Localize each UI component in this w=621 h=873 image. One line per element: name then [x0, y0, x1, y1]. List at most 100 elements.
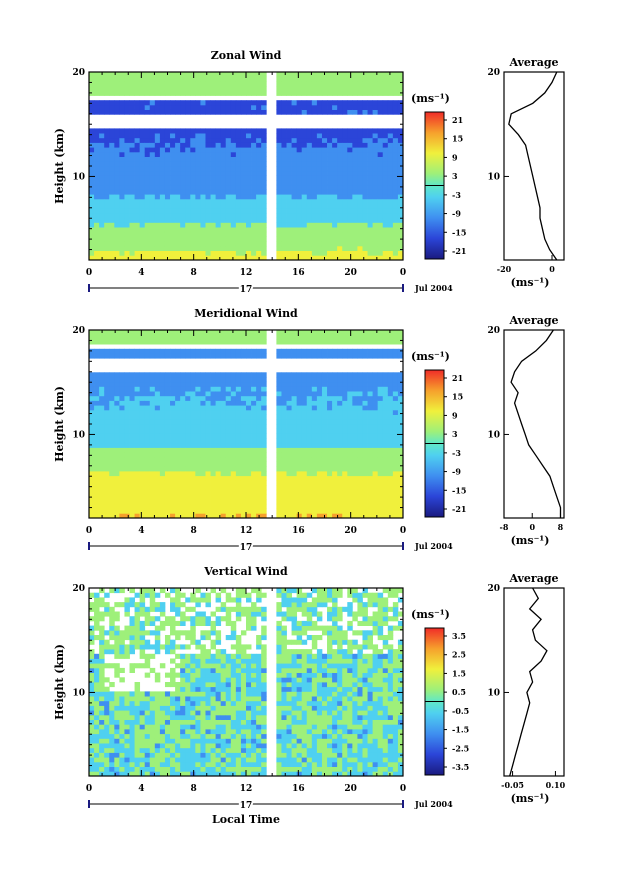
- heatmap-cell: [392, 508, 399, 514]
- heatmap-cell: [311, 198, 318, 204]
- heatmap-cell: [89, 691, 95, 697]
- heatmap-cell: [235, 170, 242, 176]
- heatmap-cell: [235, 461, 242, 467]
- heatmap-cell: [200, 170, 206, 176]
- heatmap-cell: [382, 485, 389, 491]
- heatmap-cell: [99, 503, 105, 509]
- heatmap-cell: [139, 137, 146, 143]
- heatmap-cell: [114, 442, 120, 448]
- heatmap-cell: [175, 86, 181, 92]
- heatmap-cell: [94, 231, 100, 237]
- heatmap-cell: [134, 700, 141, 706]
- heatmap-cell: [235, 442, 242, 448]
- heatmap-cell: [99, 180, 105, 186]
- heatmap-cell: [185, 250, 191, 256]
- heatmap-cell: [144, 86, 151, 92]
- heatmap-cell: [159, 133, 166, 139]
- heatmap-cell: [291, 151, 298, 157]
- heatmap-cell: [327, 447, 333, 453]
- heatmap-cell: [362, 334, 368, 340]
- heatmap-cell: [99, 217, 105, 223]
- heatmap-cell: [124, 471, 130, 477]
- heatmap-cell: [296, 461, 303, 467]
- heatmap-cell: [347, 203, 353, 209]
- heatmap-cell: [225, 198, 232, 204]
- heatmap-cell: [119, 494, 125, 500]
- heatmap-cell: [190, 438, 196, 444]
- heatmap-cell: [281, 489, 287, 495]
- heatmap-cell: [337, 194, 343, 200]
- heatmap-cell: [316, 217, 323, 223]
- heatmap-cell: [119, 381, 125, 387]
- heatmap-cell: [352, 170, 358, 176]
- heatmap-cell: [342, 391, 348, 397]
- heatmap-cell: [387, 353, 394, 359]
- heatmap-cell: [170, 414, 176, 420]
- heatmap-cell: [377, 198, 384, 204]
- heatmap-cell: [235, 475, 242, 481]
- heatmap-cell: [144, 747, 151, 753]
- heatmap-cell: [99, 663, 105, 669]
- heatmap-cell: [281, 452, 287, 458]
- heatmap-cell: [235, 334, 242, 340]
- heatmap-cell: [109, 475, 115, 481]
- heatmap-cell: [94, 348, 100, 354]
- heatmap-cell: [114, 175, 120, 181]
- heatmap-cell: [240, 166, 247, 172]
- heatmap-cell: [281, 372, 287, 378]
- heatmap-cell: [154, 227, 161, 233]
- heatmap-cell: [124, 485, 130, 491]
- heatmap-cell: [251, 414, 257, 420]
- heatmap-cell: [377, 330, 384, 336]
- heatmap-cell: [377, 241, 384, 247]
- heatmap-cell: [240, 203, 247, 209]
- heatmap-cell: [154, 241, 161, 247]
- heatmap-cell: [246, 241, 252, 247]
- heatmap-cell: [170, 151, 176, 157]
- heatmap-cell: [119, 147, 125, 153]
- heatmap-cell: [205, 151, 211, 157]
- heatmap-cell: [281, 442, 287, 448]
- heatmap-cell: [306, 104, 313, 110]
- heatmap-cell: [327, 100, 333, 106]
- heatmap-cell: [240, 161, 247, 167]
- heatmap-cell: [89, 677, 95, 683]
- heatmap-cell: [332, 222, 338, 228]
- heatmap-cell: [104, 194, 110, 200]
- heatmap-cell: [332, 180, 338, 186]
- heatmap-cell: [225, 494, 232, 500]
- heatmap-cell: [251, 395, 257, 401]
- heatmap-cell: [89, 738, 95, 744]
- heatmap-cell: [382, 184, 389, 190]
- heatmap-cell: [154, 180, 161, 186]
- heatmap-cell: [276, 81, 282, 87]
- heatmap-cell: [220, 339, 227, 345]
- heatmap-cell: [347, 255, 353, 261]
- heatmap-cell: [276, 339, 282, 345]
- heatmap-cell: [200, 142, 206, 148]
- heatmap-cell: [124, 724, 130, 730]
- heatmap-cell: [246, 198, 252, 204]
- heatmap-cell: [190, 348, 196, 354]
- heatmap-cell: [119, 761, 125, 767]
- heatmap-cell: [397, 137, 404, 143]
- heatmap-cell: [144, 231, 151, 237]
- heatmap-cell: [180, 395, 186, 401]
- heatmap-cell: [139, 330, 146, 336]
- heatmap-cell: [89, 156, 95, 162]
- heatmap-cell: [149, 733, 156, 739]
- heatmap-cell: [99, 677, 105, 683]
- heatmap-cell: [246, 161, 252, 167]
- heatmap-cell: [337, 438, 343, 444]
- heatmap-cell: [144, 620, 151, 626]
- heatmap-cell: [164, 442, 171, 448]
- heatmap-cell: [377, 151, 384, 157]
- heatmap-cell: [261, 334, 267, 340]
- heatmap-cell: [220, 147, 227, 153]
- heatmap-cell: [286, 381, 292, 387]
- heatmap-cell: [99, 137, 105, 143]
- heatmap-cell: [129, 231, 135, 237]
- heatmap-cell: [372, 255, 379, 261]
- heatmap-cell: [311, 372, 318, 378]
- heatmap-cell: [154, 330, 161, 336]
